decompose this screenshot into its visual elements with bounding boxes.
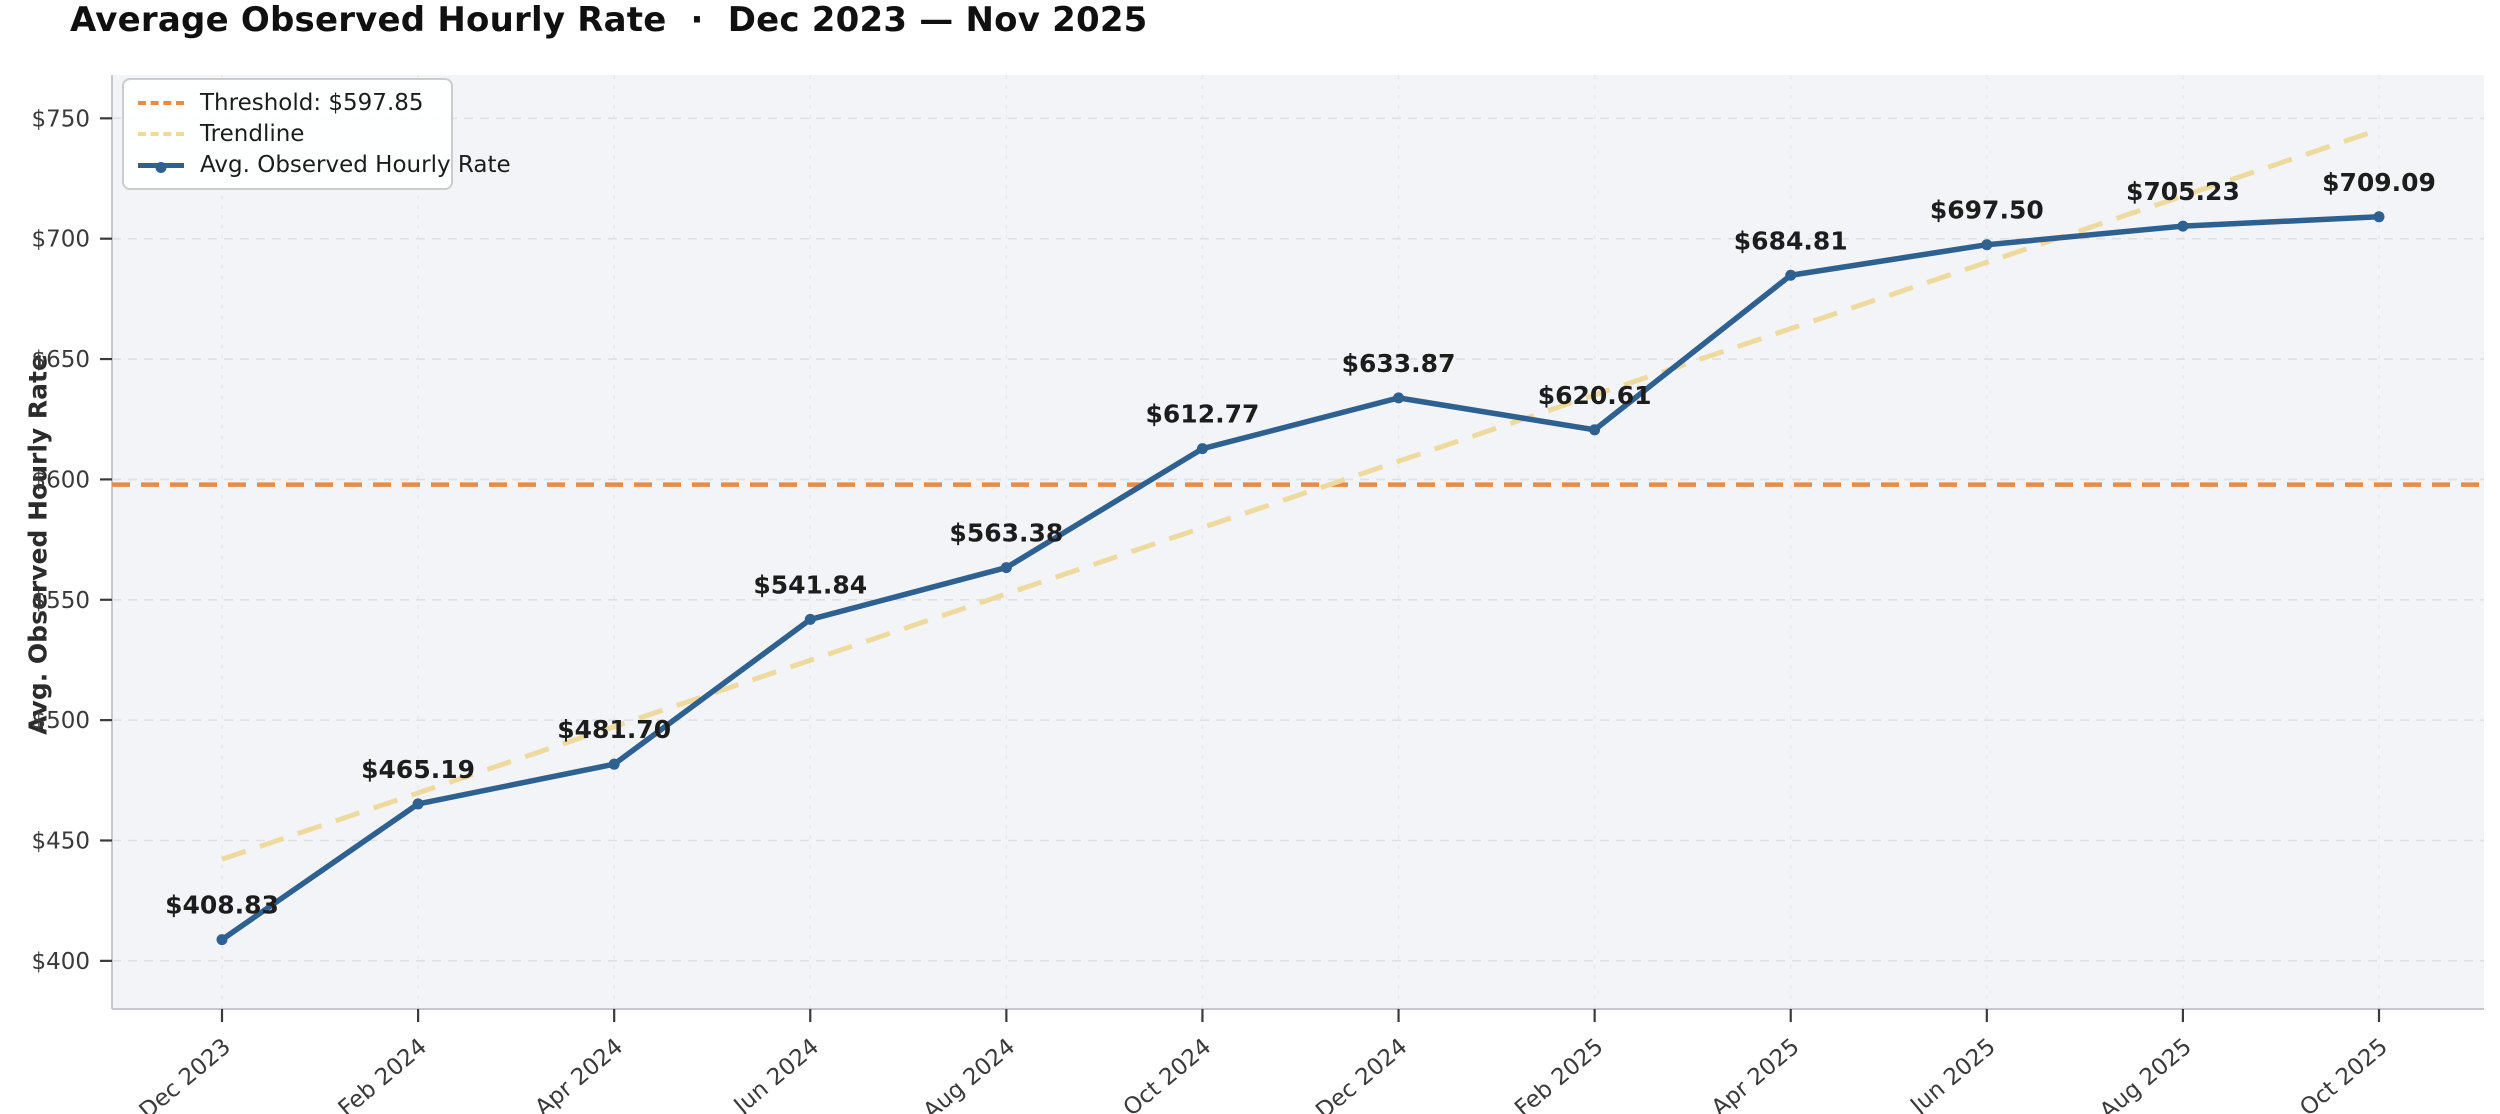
plot-area xyxy=(112,75,2484,1009)
y-tick-label: $650 xyxy=(31,347,90,373)
x-tick-label: Oct 2024 xyxy=(1119,1034,1217,1114)
data-point-label: $612.77 xyxy=(1146,400,1260,429)
x-tick-label: Dec 2024 xyxy=(1311,1034,1412,1114)
data-point-label: $481.70 xyxy=(557,715,671,744)
series-line-swatch xyxy=(138,161,184,173)
x-tick-label: Aug 2024 xyxy=(919,1034,1021,1114)
data-point-label: $684.81 xyxy=(1734,226,1848,255)
x-tick-label: Dec 2023 xyxy=(135,1034,236,1114)
data-point-label: $408.83 xyxy=(165,891,279,920)
data-point-marker xyxy=(2177,220,2189,232)
data-point-marker xyxy=(1589,424,1601,436)
data-point-marker xyxy=(216,934,228,946)
x-tick-label: Jun 2025 xyxy=(1904,1034,2000,1114)
y-tick-label: $700 xyxy=(31,227,90,253)
legend-label: Trendline xyxy=(200,121,305,147)
series-marker-dot xyxy=(155,161,167,173)
data-point-label: $465.19 xyxy=(361,755,475,784)
legend-label: Threshold: $597.85 xyxy=(200,90,424,116)
y-tick-label: $450 xyxy=(31,828,90,854)
data-point-label: $697.50 xyxy=(1930,196,2044,225)
x-tick-label: Oct 2025 xyxy=(2295,1034,2393,1114)
x-tick-label: Apr 2025 xyxy=(1707,1034,1805,1114)
y-tick-label: $750 xyxy=(31,106,90,132)
x-tick-label: Feb 2024 xyxy=(334,1034,432,1114)
legend-item-series: Avg. Observed Hourly Rate xyxy=(138,152,511,178)
data-point-marker xyxy=(804,613,816,625)
legend-label: Avg. Observed Hourly Rate xyxy=(200,152,511,178)
y-tick-label: $400 xyxy=(31,949,90,975)
data-point-label: $541.84 xyxy=(753,570,867,599)
data-point-label: $620.61 xyxy=(1538,381,1652,410)
data-point-label: $709.09 xyxy=(2322,168,2436,197)
legend: Threshold: $597.85 Trendline Avg. Observ… xyxy=(122,78,511,190)
data-point-marker xyxy=(1196,443,1208,455)
chart-title: Average Observed Hourly Rate · Dec 2023 … xyxy=(70,0,1148,40)
data-point-marker xyxy=(1000,562,1012,574)
data-point-label: $563.38 xyxy=(949,519,1063,548)
x-tick-label: Jun 2024 xyxy=(728,1034,824,1114)
data-point-marker xyxy=(412,798,424,810)
x-tick-label: Feb 2025 xyxy=(1510,1034,1608,1114)
threshold-line-swatch xyxy=(138,101,184,105)
x-tick-label: Apr 2024 xyxy=(530,1034,628,1114)
trend-line xyxy=(221,127,2380,862)
data-point-label: $633.87 xyxy=(1342,349,1456,378)
x-tick-label: Aug 2025 xyxy=(2095,1034,2197,1114)
y-tick-label: $600 xyxy=(31,467,90,493)
y-tick-label: $500 xyxy=(31,708,90,734)
data-point-marker xyxy=(1981,239,1993,251)
data-point-marker xyxy=(608,758,620,770)
data-point-marker xyxy=(2373,211,2385,223)
series-line xyxy=(219,214,2382,943)
data-point-marker xyxy=(1393,392,1405,404)
trendline-swatch xyxy=(138,132,184,136)
y-tick-label: $550 xyxy=(31,588,90,614)
legend-item-threshold: Threshold: $597.85 xyxy=(138,90,437,116)
legend-item-trendline: Trendline xyxy=(138,121,437,147)
data-point-label: $705.23 xyxy=(2126,177,2240,206)
data-point-marker xyxy=(1785,269,1797,281)
